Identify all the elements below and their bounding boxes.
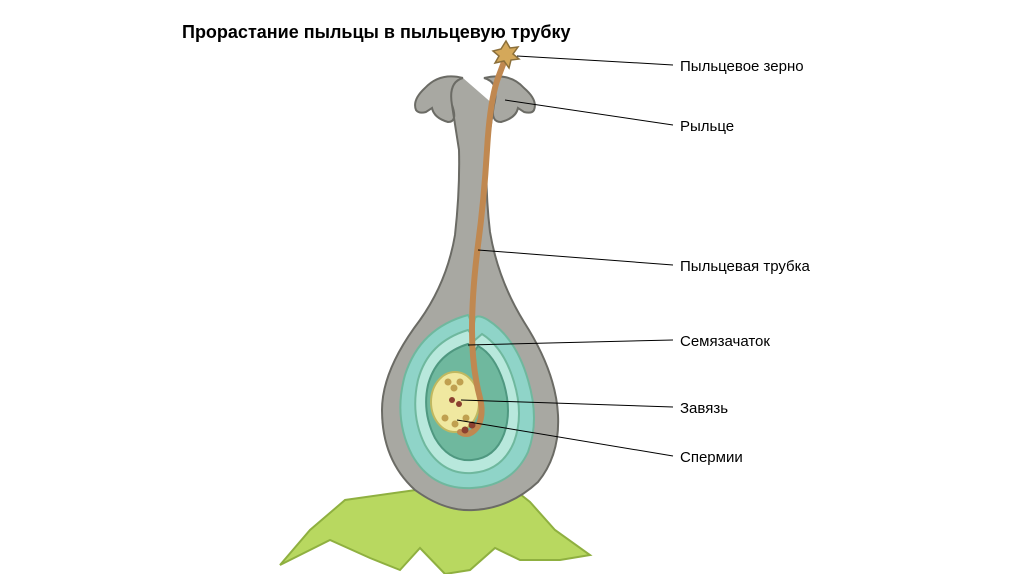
label-stigma: Рыльце <box>680 118 734 135</box>
label-pollen-grain: Пыльцевое зерно <box>680 58 804 75</box>
diagram-svg <box>0 0 1024 574</box>
cell-2 <box>457 379 464 386</box>
cell-3 <box>451 385 458 392</box>
sperm-1 <box>462 427 469 434</box>
label-pollen-tube: Пыльцевая трубка <box>680 258 810 275</box>
label-ovule: Семязачаток <box>680 333 770 350</box>
cell-4 <box>442 415 449 422</box>
pollen-grain <box>493 41 519 68</box>
cell-central-1 <box>449 397 455 403</box>
label-sperm: Спермии <box>680 449 743 466</box>
cell-6 <box>463 415 470 422</box>
label-ovary: Завязь <box>680 400 728 417</box>
cell-5 <box>452 421 459 428</box>
cell-central-2 <box>456 401 462 407</box>
cell-1 <box>445 379 452 386</box>
diagram-title: Прорастание пыльцы в пыльцевую трубку <box>182 22 571 43</box>
diagram-container: Прорастание пыльцы в пыльцевую трубку Пы… <box>0 0 1024 574</box>
